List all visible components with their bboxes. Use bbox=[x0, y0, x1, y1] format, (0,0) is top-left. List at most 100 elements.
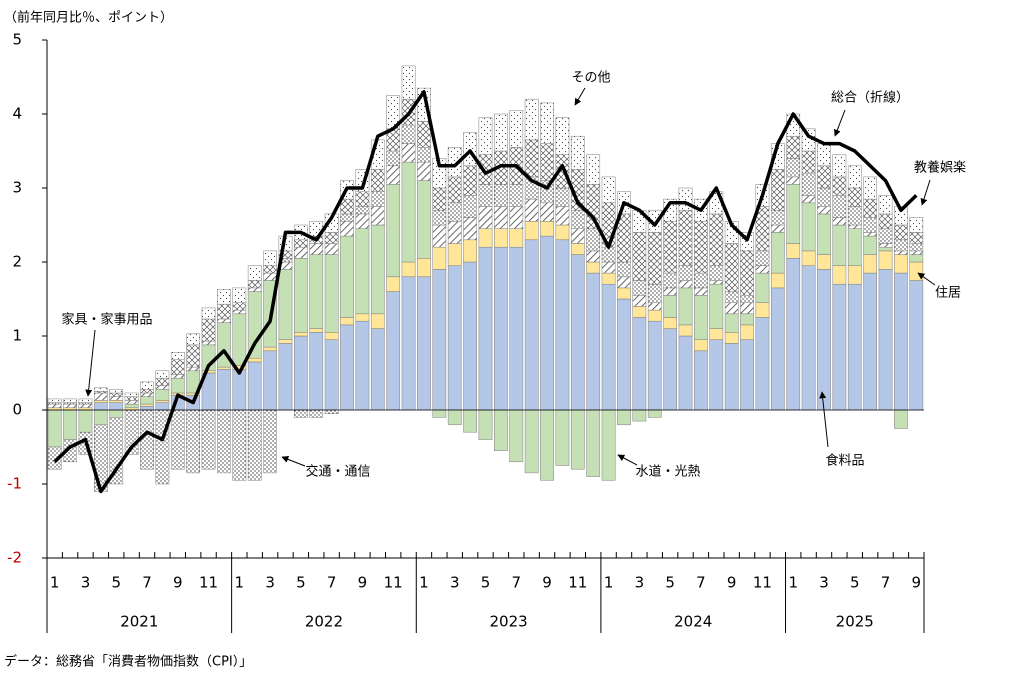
bar-segment bbox=[786, 158, 801, 178]
bar-segment bbox=[786, 258, 801, 411]
bar-segment bbox=[817, 213, 831, 255]
bar-segment bbox=[832, 283, 847, 411]
bar-segment bbox=[663, 272, 677, 289]
bar-segment bbox=[278, 339, 293, 344]
bar-segment bbox=[463, 165, 477, 196]
bar-segment bbox=[617, 276, 631, 289]
x-tick-label: 1 bbox=[50, 574, 60, 592]
bar-segment bbox=[632, 295, 647, 307]
bar-segment bbox=[555, 117, 570, 155]
bar-segment bbox=[740, 250, 754, 296]
year-label: 2023 bbox=[489, 613, 527, 631]
bar-segment bbox=[217, 289, 231, 305]
x-tick-label: 9 bbox=[542, 574, 552, 592]
bar-segment bbox=[170, 352, 185, 360]
x-tick-label: 7 bbox=[511, 574, 521, 592]
series-label: 住居 bbox=[935, 286, 961, 301]
bar-segment bbox=[832, 195, 847, 218]
bar-segment bbox=[155, 385, 170, 390]
bar-segment bbox=[878, 195, 893, 215]
bar-segment bbox=[247, 409, 262, 481]
bar-segment bbox=[570, 409, 585, 470]
bar-segment bbox=[494, 113, 508, 152]
bar-segment bbox=[709, 213, 724, 266]
bar-segment bbox=[432, 209, 447, 226]
bar-segment bbox=[524, 98, 539, 141]
bar-segment bbox=[909, 250, 924, 255]
bar-segment bbox=[555, 239, 570, 411]
bar-segment bbox=[263, 272, 277, 281]
bar-segment bbox=[878, 269, 893, 411]
bar-segment bbox=[770, 224, 785, 233]
bar-segment bbox=[170, 374, 185, 379]
x-tick-label: 3 bbox=[81, 574, 91, 592]
bar-segment bbox=[155, 389, 170, 401]
bar-segment bbox=[170, 409, 185, 470]
bar-segment bbox=[109, 409, 124, 418]
bar-segment bbox=[863, 198, 878, 218]
bar-segment bbox=[294, 239, 308, 248]
bar-segment bbox=[340, 198, 354, 215]
bar-segment bbox=[847, 206, 862, 226]
bar-segment bbox=[217, 318, 231, 323]
bar-segment bbox=[678, 280, 693, 289]
bar-segment bbox=[93, 409, 108, 426]
bar-segment bbox=[632, 306, 647, 318]
bar-segment bbox=[401, 65, 416, 100]
source-note: データ：総務省「消費者物価指数（CPI）」 bbox=[4, 654, 252, 670]
bar-segment bbox=[801, 265, 816, 411]
bar-segment bbox=[709, 328, 724, 340]
bar-segment bbox=[894, 250, 908, 255]
bar-segment bbox=[770, 209, 785, 226]
bar-segment bbox=[540, 221, 554, 237]
x-tick-label: 1 bbox=[788, 574, 798, 592]
bar-segment bbox=[878, 243, 893, 248]
bar-segment bbox=[217, 366, 231, 370]
bar-segment bbox=[540, 235, 554, 411]
bar-segment bbox=[93, 402, 108, 411]
x-tick-label: 9 bbox=[727, 574, 737, 592]
x-tick-label: 7 bbox=[881, 574, 891, 592]
bar-segment bbox=[647, 309, 662, 322]
bar-segment bbox=[401, 124, 416, 144]
bar-segment bbox=[709, 265, 724, 281]
bar-segment bbox=[524, 239, 539, 411]
bar-segment bbox=[263, 265, 277, 274]
bar-segment bbox=[694, 295, 708, 340]
bar-segment bbox=[863, 217, 878, 233]
bar-segment bbox=[47, 403, 62, 409]
bar-segment bbox=[124, 400, 139, 405]
bar-segment bbox=[447, 243, 462, 266]
bar-segment bbox=[494, 206, 508, 229]
bar-segment bbox=[770, 272, 785, 289]
bar-segment bbox=[832, 154, 847, 178]
bar-segment bbox=[494, 246, 508, 411]
bar-segment bbox=[140, 381, 154, 390]
bar-segment bbox=[709, 283, 724, 329]
bar-segment bbox=[370, 191, 385, 207]
bar-segment bbox=[263, 409, 277, 474]
bar-segment bbox=[417, 180, 431, 259]
bar-segment bbox=[247, 280, 262, 289]
bar-segment bbox=[263, 250, 277, 266]
y-tick-label: 4 bbox=[12, 105, 22, 123]
bar-segment bbox=[478, 206, 493, 229]
bar-segment bbox=[386, 165, 401, 185]
bar-segment bbox=[63, 398, 77, 403]
bar-segment bbox=[755, 317, 770, 411]
bar-segment bbox=[786, 243, 801, 259]
x-tick-label: 7 bbox=[696, 574, 706, 592]
bar-segment bbox=[309, 243, 324, 255]
bar-segment bbox=[740, 324, 754, 340]
bar-segment bbox=[770, 232, 785, 274]
bar-segment bbox=[78, 398, 93, 403]
bar-segment bbox=[170, 377, 185, 394]
bar-segment bbox=[447, 147, 462, 178]
bar-segment bbox=[878, 250, 893, 270]
bar-segment bbox=[663, 317, 677, 329]
bar-segment bbox=[155, 377, 170, 386]
bar-segment bbox=[801, 150, 816, 174]
bar-segment bbox=[232, 302, 247, 311]
bar-segment bbox=[909, 217, 924, 233]
bar-segment bbox=[47, 398, 62, 403]
